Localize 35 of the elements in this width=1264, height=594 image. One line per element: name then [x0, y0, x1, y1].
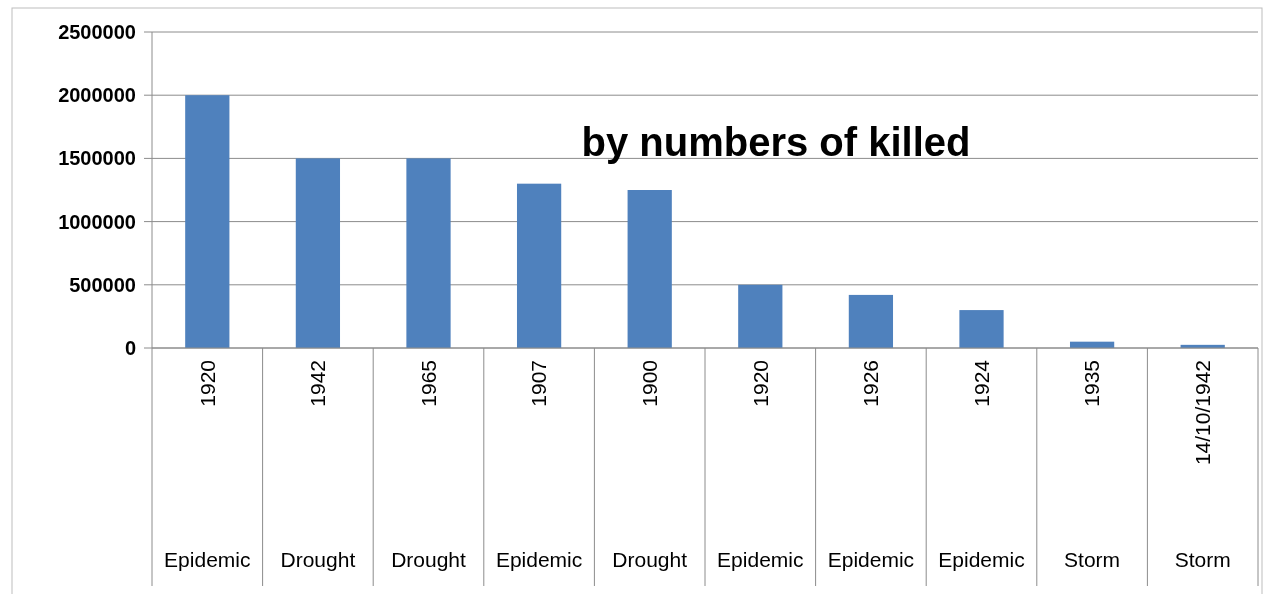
y-tick-label: 500000 [69, 273, 136, 296]
text: Epidemic [938, 548, 1025, 572]
x-tick-label: 1926 [859, 360, 883, 407]
bar [959, 310, 1004, 348]
x-tick-label: 1907 [527, 360, 551, 407]
bar [516, 183, 562, 348]
x-tick-label: 1920 [195, 360, 219, 407]
y-tick-label: 0 [124, 337, 136, 359]
bar [848, 294, 894, 348]
bar [406, 158, 451, 348]
y-tick-label: 2000000 [58, 84, 136, 107]
text: Drought [612, 548, 688, 572]
bar [738, 284, 783, 348]
y-tick-label: 2500000 [58, 21, 136, 43]
text: Storm [1174, 548, 1231, 572]
x-tick-label: 1965 [416, 360, 440, 407]
x-tick-label: 1924 [969, 359, 993, 407]
bar [627, 190, 672, 348]
text: Drought [391, 548, 467, 572]
bar [185, 95, 230, 348]
y-tick-label: 1500000 [58, 147, 136, 170]
text: Epidemic [495, 548, 583, 572]
text: Epidemic [717, 548, 804, 572]
y-tick-label: 1000000 [58, 210, 136, 233]
text: by numbers of killed [581, 120, 971, 164]
x-tick-label: 1942 [306, 360, 330, 407]
x-tick-label: 1920 [748, 360, 772, 407]
text: Epidemic [827, 548, 915, 572]
x-tick-label: 1900 [638, 360, 662, 407]
text: Epidemic [164, 548, 251, 572]
bar [295, 158, 341, 348]
text: Storm [1064, 548, 1121, 572]
text: Drought [280, 548, 356, 572]
x-tick-label: 14/10/1942 [1191, 360, 1215, 466]
x-tick-label: 1935 [1080, 360, 1104, 407]
